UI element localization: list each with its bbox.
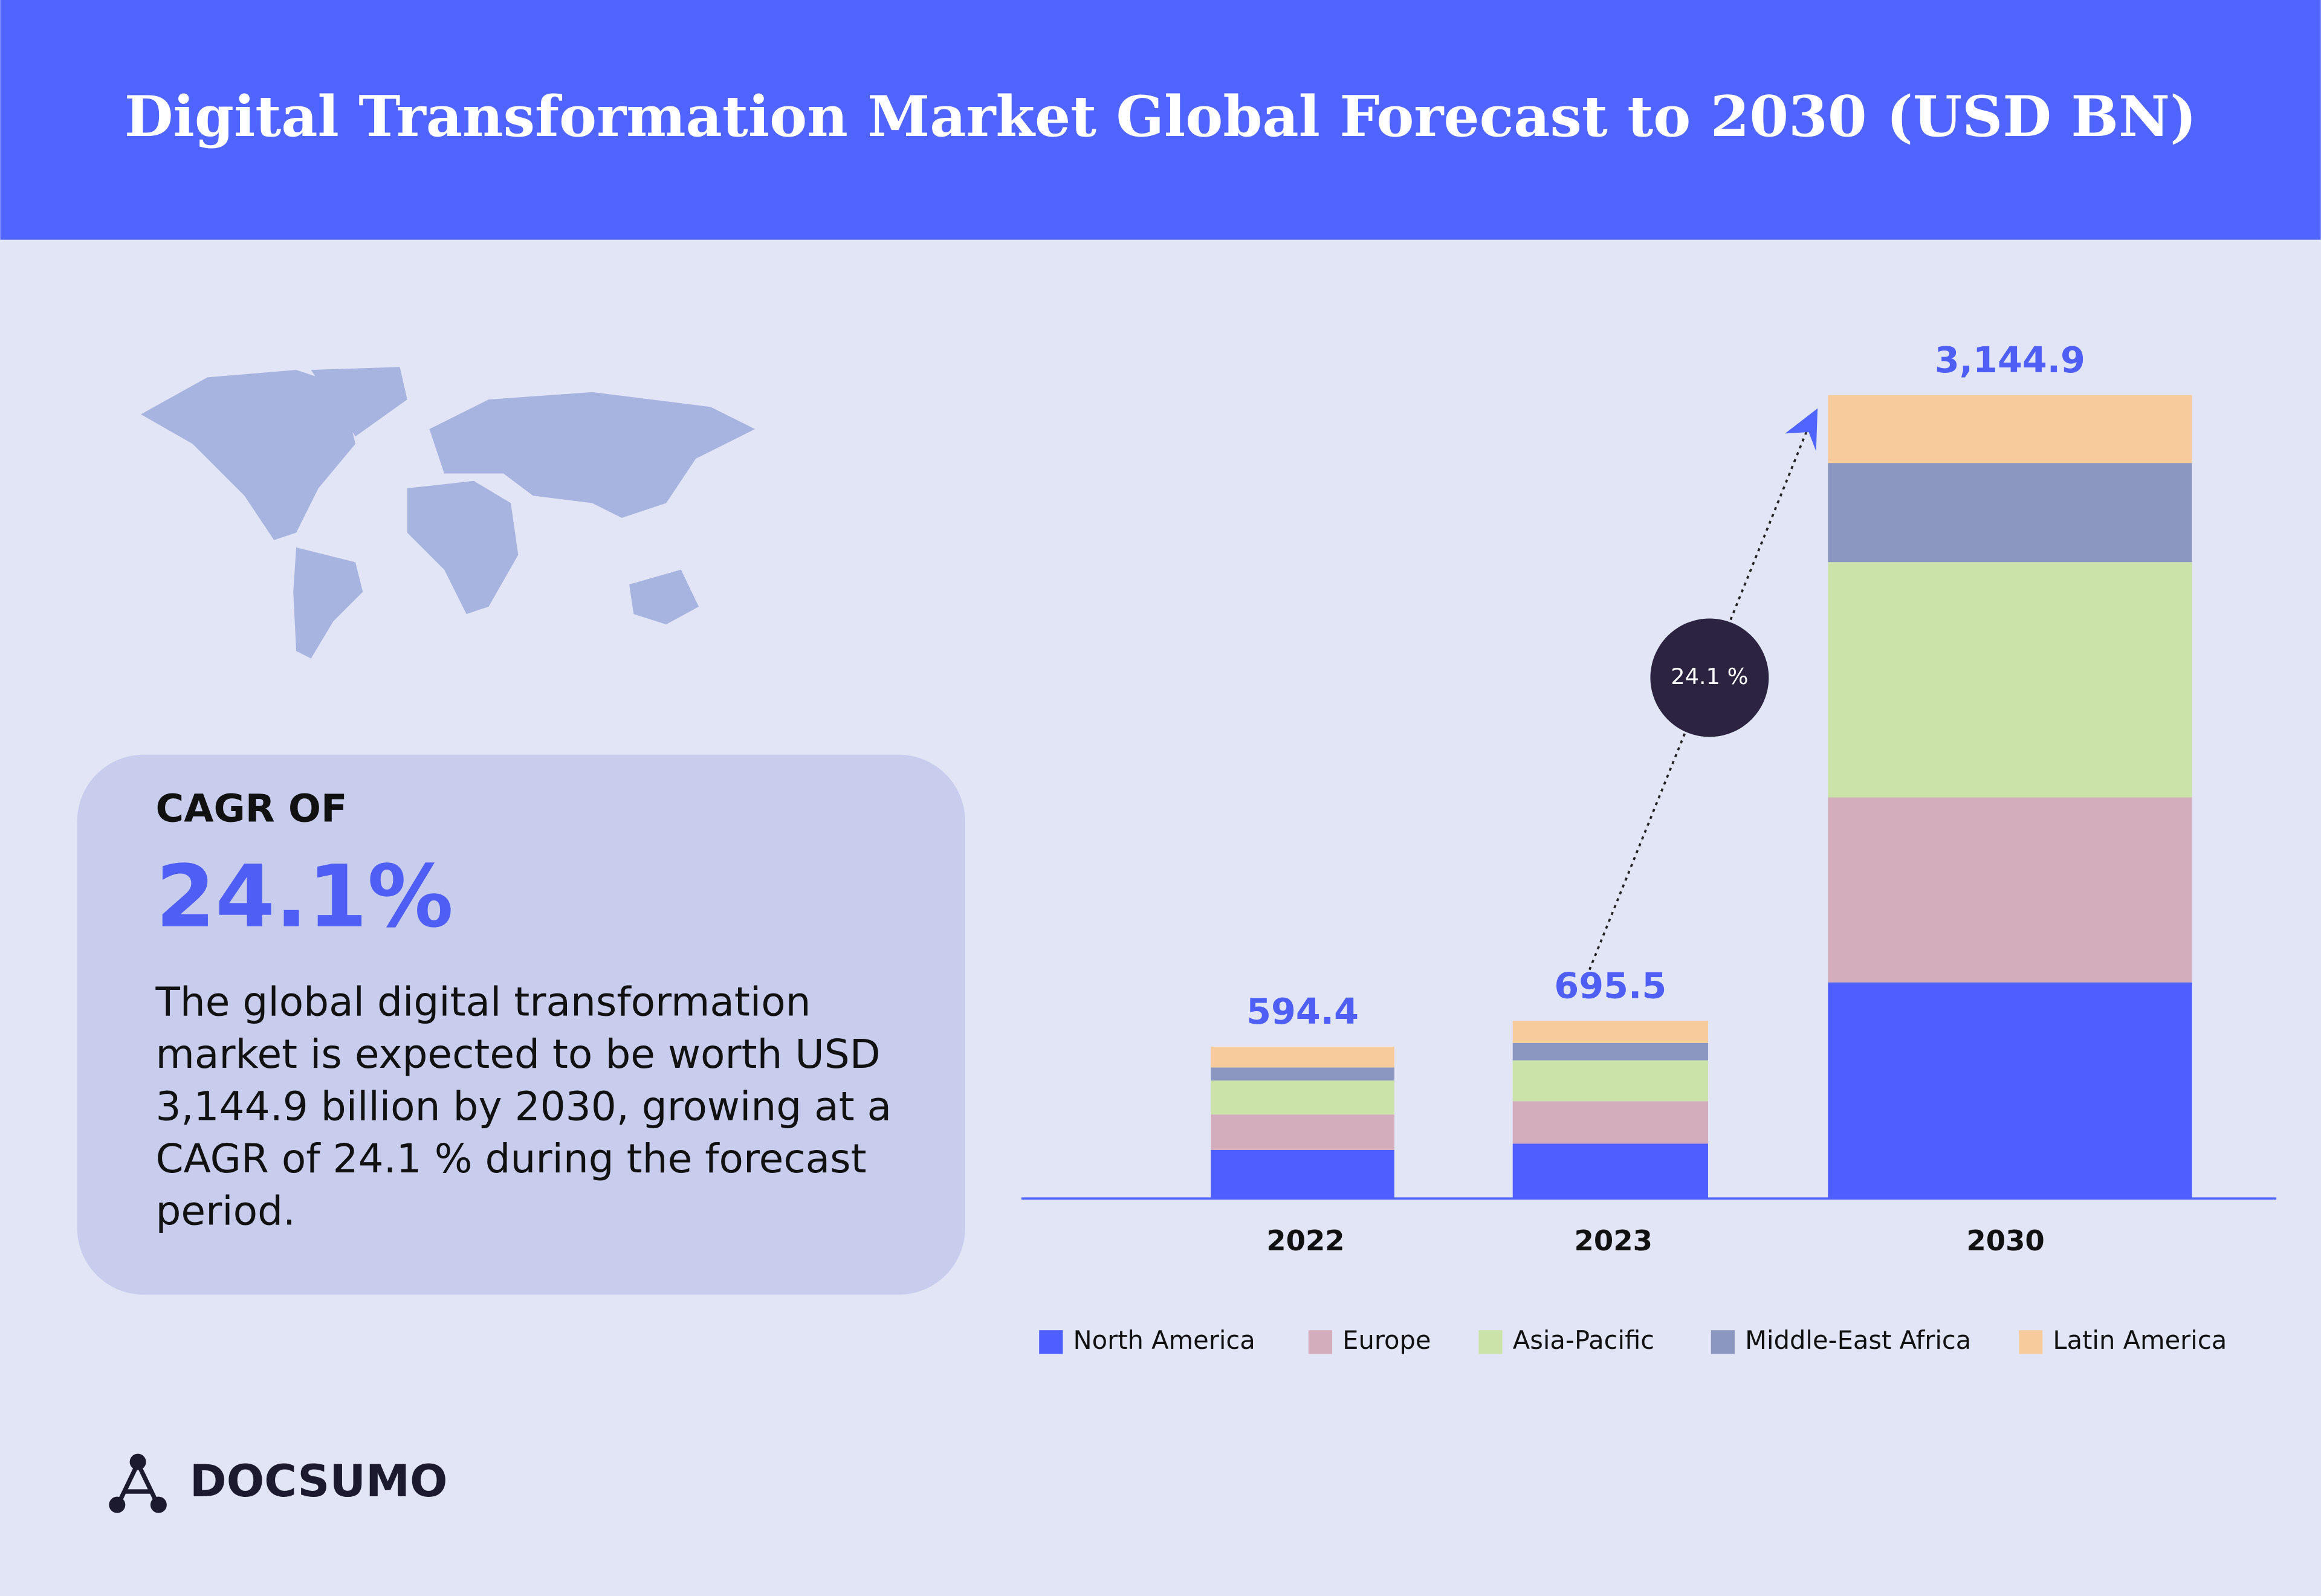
bar-segment xyxy=(1211,1080,1394,1115)
brand: DOCSUMO xyxy=(190,1456,448,1507)
legend-swatch xyxy=(1711,1330,1735,1354)
bar-segment xyxy=(1512,1143,1708,1199)
bar-segment xyxy=(1211,1114,1394,1150)
x-tick-label: 2030 xyxy=(1966,1224,2044,1257)
total-label: 594.4 xyxy=(1246,990,1359,1032)
chart-title: Digital Transformation Market Global For… xyxy=(125,83,2196,149)
legend-swatch xyxy=(1478,1330,1503,1354)
header xyxy=(0,0,2321,240)
legend-swatch xyxy=(2019,1330,2043,1354)
bar-segment xyxy=(1828,562,2192,798)
description-line: 3,144.9 billion by 2030, growing at a xyxy=(155,1083,892,1129)
legend-label: Latin America xyxy=(2053,1325,2227,1355)
bar-segment xyxy=(1211,1046,1394,1068)
legend-label: Middle-East Africa xyxy=(1745,1325,1971,1355)
legend-swatch xyxy=(1308,1330,1333,1354)
bar-segment xyxy=(1828,982,2192,1199)
world-map xyxy=(141,367,756,659)
description-line: The global digital transformation xyxy=(155,979,811,1026)
bar-segment xyxy=(1512,1101,1708,1144)
x-tick-label: 2022 xyxy=(1266,1224,1344,1257)
cagr-card xyxy=(77,754,965,1295)
total-label: 695.5 xyxy=(1554,964,1666,1006)
bar-segment xyxy=(1512,1021,1708,1043)
bar-segment xyxy=(1828,395,2192,464)
cagr-badge-circle xyxy=(1650,618,1769,737)
arrow-head xyxy=(1785,408,1818,451)
bar-segment xyxy=(1512,1042,1708,1061)
description-line: market is expected to be worth USD xyxy=(155,1031,880,1077)
legend-label: North America xyxy=(1073,1325,1255,1355)
cagr-badge: 24.1 % xyxy=(1671,664,1748,690)
total-label: 3,144.9 xyxy=(1935,339,2085,381)
legend-swatch xyxy=(1039,1330,1063,1354)
card-value: 24.1% xyxy=(155,847,453,947)
x-tick-label: 2023 xyxy=(1574,1224,1652,1257)
bar-segment xyxy=(1828,463,2192,563)
card-heading: CAGR OF xyxy=(155,786,347,831)
bar-segment xyxy=(1211,1067,1394,1081)
brand-logo xyxy=(109,1453,167,1513)
bar-segment xyxy=(1828,797,2192,983)
legend-label: Asia-Pacific xyxy=(1513,1325,1654,1355)
card-description: The global digital transformation market … xyxy=(155,979,892,1235)
legend-label: Europe xyxy=(1342,1325,1431,1355)
description-line: period. xyxy=(155,1187,296,1234)
bar-segment xyxy=(1211,1149,1394,1199)
description-line: CAGR of 24.1 % during the forecast xyxy=(155,1136,866,1182)
bar-segment xyxy=(1512,1060,1708,1102)
